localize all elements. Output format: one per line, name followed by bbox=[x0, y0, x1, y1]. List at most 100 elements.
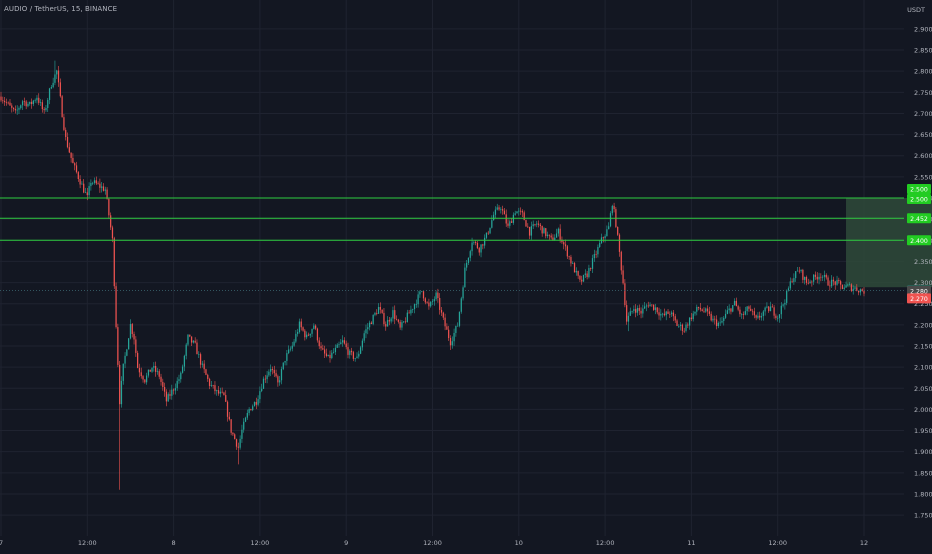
candle-body bbox=[683, 330, 685, 332]
candle-body bbox=[341, 340, 344, 343]
candle-body bbox=[331, 352, 333, 359]
candle-body bbox=[518, 210, 520, 212]
candle-body bbox=[667, 311, 669, 314]
candle-body bbox=[156, 371, 159, 372]
candle-body bbox=[595, 254, 597, 255]
time-tick-label: 12:00 bbox=[251, 539, 270, 547]
candle-body bbox=[807, 282, 809, 284]
candle-body bbox=[63, 117, 65, 130]
candle-body bbox=[460, 298, 462, 312]
candle-body bbox=[410, 309, 412, 314]
candle-body bbox=[467, 257, 470, 263]
candle-body bbox=[413, 304, 416, 310]
candle-body bbox=[681, 324, 684, 331]
candle-body bbox=[153, 366, 155, 368]
candle-body bbox=[651, 304, 653, 306]
candle-body bbox=[503, 210, 506, 215]
candle-body bbox=[672, 312, 675, 317]
price-tick-label: 2.850 bbox=[914, 47, 932, 55]
candle-body bbox=[169, 394, 171, 396]
candle-body bbox=[622, 270, 624, 284]
time-tick-label: 12:00 bbox=[423, 539, 442, 547]
candle-body bbox=[457, 325, 459, 327]
candle-body bbox=[604, 236, 606, 239]
candle-body bbox=[546, 234, 549, 237]
candle-body bbox=[627, 315, 630, 322]
level-price-badge-text: 2.400 bbox=[910, 238, 928, 245]
candle-body bbox=[3, 100, 6, 103]
time-axis[interactable]: 712:00812:00912:001012:001112:001212:001… bbox=[0, 539, 932, 547]
candle-body bbox=[751, 310, 754, 312]
candle-body bbox=[631, 310, 633, 312]
candle-body bbox=[158, 371, 160, 377]
candle-body bbox=[859, 289, 862, 293]
candle-body bbox=[694, 311, 696, 314]
candle-body bbox=[50, 87, 52, 89]
candle-body bbox=[307, 334, 310, 336]
candle-body bbox=[712, 318, 714, 321]
candle-body bbox=[119, 364, 121, 405]
candle-body bbox=[216, 390, 218, 392]
candle-body bbox=[645, 305, 648, 307]
candle-body bbox=[822, 276, 824, 278]
candle-body bbox=[253, 401, 256, 407]
candle-body bbox=[539, 224, 542, 226]
candle-body bbox=[433, 299, 435, 302]
candle-body bbox=[374, 313, 376, 315]
candle-body bbox=[23, 101, 26, 103]
candle-body bbox=[106, 189, 108, 199]
candle-body bbox=[163, 387, 166, 392]
price-tick-label: 2.250 bbox=[914, 300, 932, 308]
candle-body bbox=[160, 376, 162, 382]
candle-body bbox=[431, 301, 434, 303]
candle-body bbox=[214, 385, 216, 392]
candle-body bbox=[178, 379, 180, 381]
candle-body bbox=[699, 307, 702, 310]
candle-body bbox=[403, 321, 405, 323]
candle-body bbox=[554, 237, 556, 241]
candle-body bbox=[334, 347, 337, 353]
candle-body bbox=[500, 209, 502, 210]
price-tick-label: 2.550 bbox=[914, 173, 932, 181]
candle-body bbox=[356, 356, 358, 359]
candle-body bbox=[541, 225, 543, 234]
candle-body bbox=[189, 334, 191, 337]
candle-body bbox=[304, 330, 306, 338]
time-tick-label: 8 bbox=[172, 539, 176, 547]
price-badge bbox=[907, 293, 931, 304]
candle-body bbox=[194, 340, 196, 343]
candle-body bbox=[282, 362, 284, 369]
candle-body bbox=[532, 224, 534, 227]
candle-body bbox=[415, 304, 417, 305]
candle-body bbox=[741, 314, 743, 315]
candle-body bbox=[710, 313, 712, 321]
price-tick-label: 2.750 bbox=[914, 89, 932, 97]
time-tick-label: 12:00 bbox=[78, 539, 97, 547]
candle-body bbox=[86, 192, 88, 196]
candle-body bbox=[288, 349, 290, 354]
candle-body bbox=[248, 409, 250, 413]
candle-body bbox=[552, 237, 554, 241]
candle-body bbox=[18, 108, 20, 110]
candle-body bbox=[825, 274, 827, 278]
candle-body bbox=[309, 333, 311, 336]
candle-body bbox=[579, 275, 581, 280]
candle-body bbox=[101, 186, 103, 188]
candle-body bbox=[235, 439, 238, 447]
candle-body bbox=[338, 344, 340, 345]
candle-body bbox=[813, 274, 815, 282]
candle-body bbox=[65, 129, 67, 137]
candle-body bbox=[181, 366, 184, 373]
candle-body bbox=[609, 213, 612, 227]
candle-body bbox=[730, 308, 732, 312]
candle-body bbox=[717, 322, 719, 327]
candle-body bbox=[775, 315, 777, 319]
candle-body bbox=[83, 183, 85, 193]
candle-body bbox=[137, 352, 139, 368]
candle-body bbox=[660, 313, 662, 316]
price-tick-label: 2.600 bbox=[914, 152, 932, 160]
level-price-badge bbox=[907, 213, 931, 224]
candle-body bbox=[618, 234, 621, 252]
